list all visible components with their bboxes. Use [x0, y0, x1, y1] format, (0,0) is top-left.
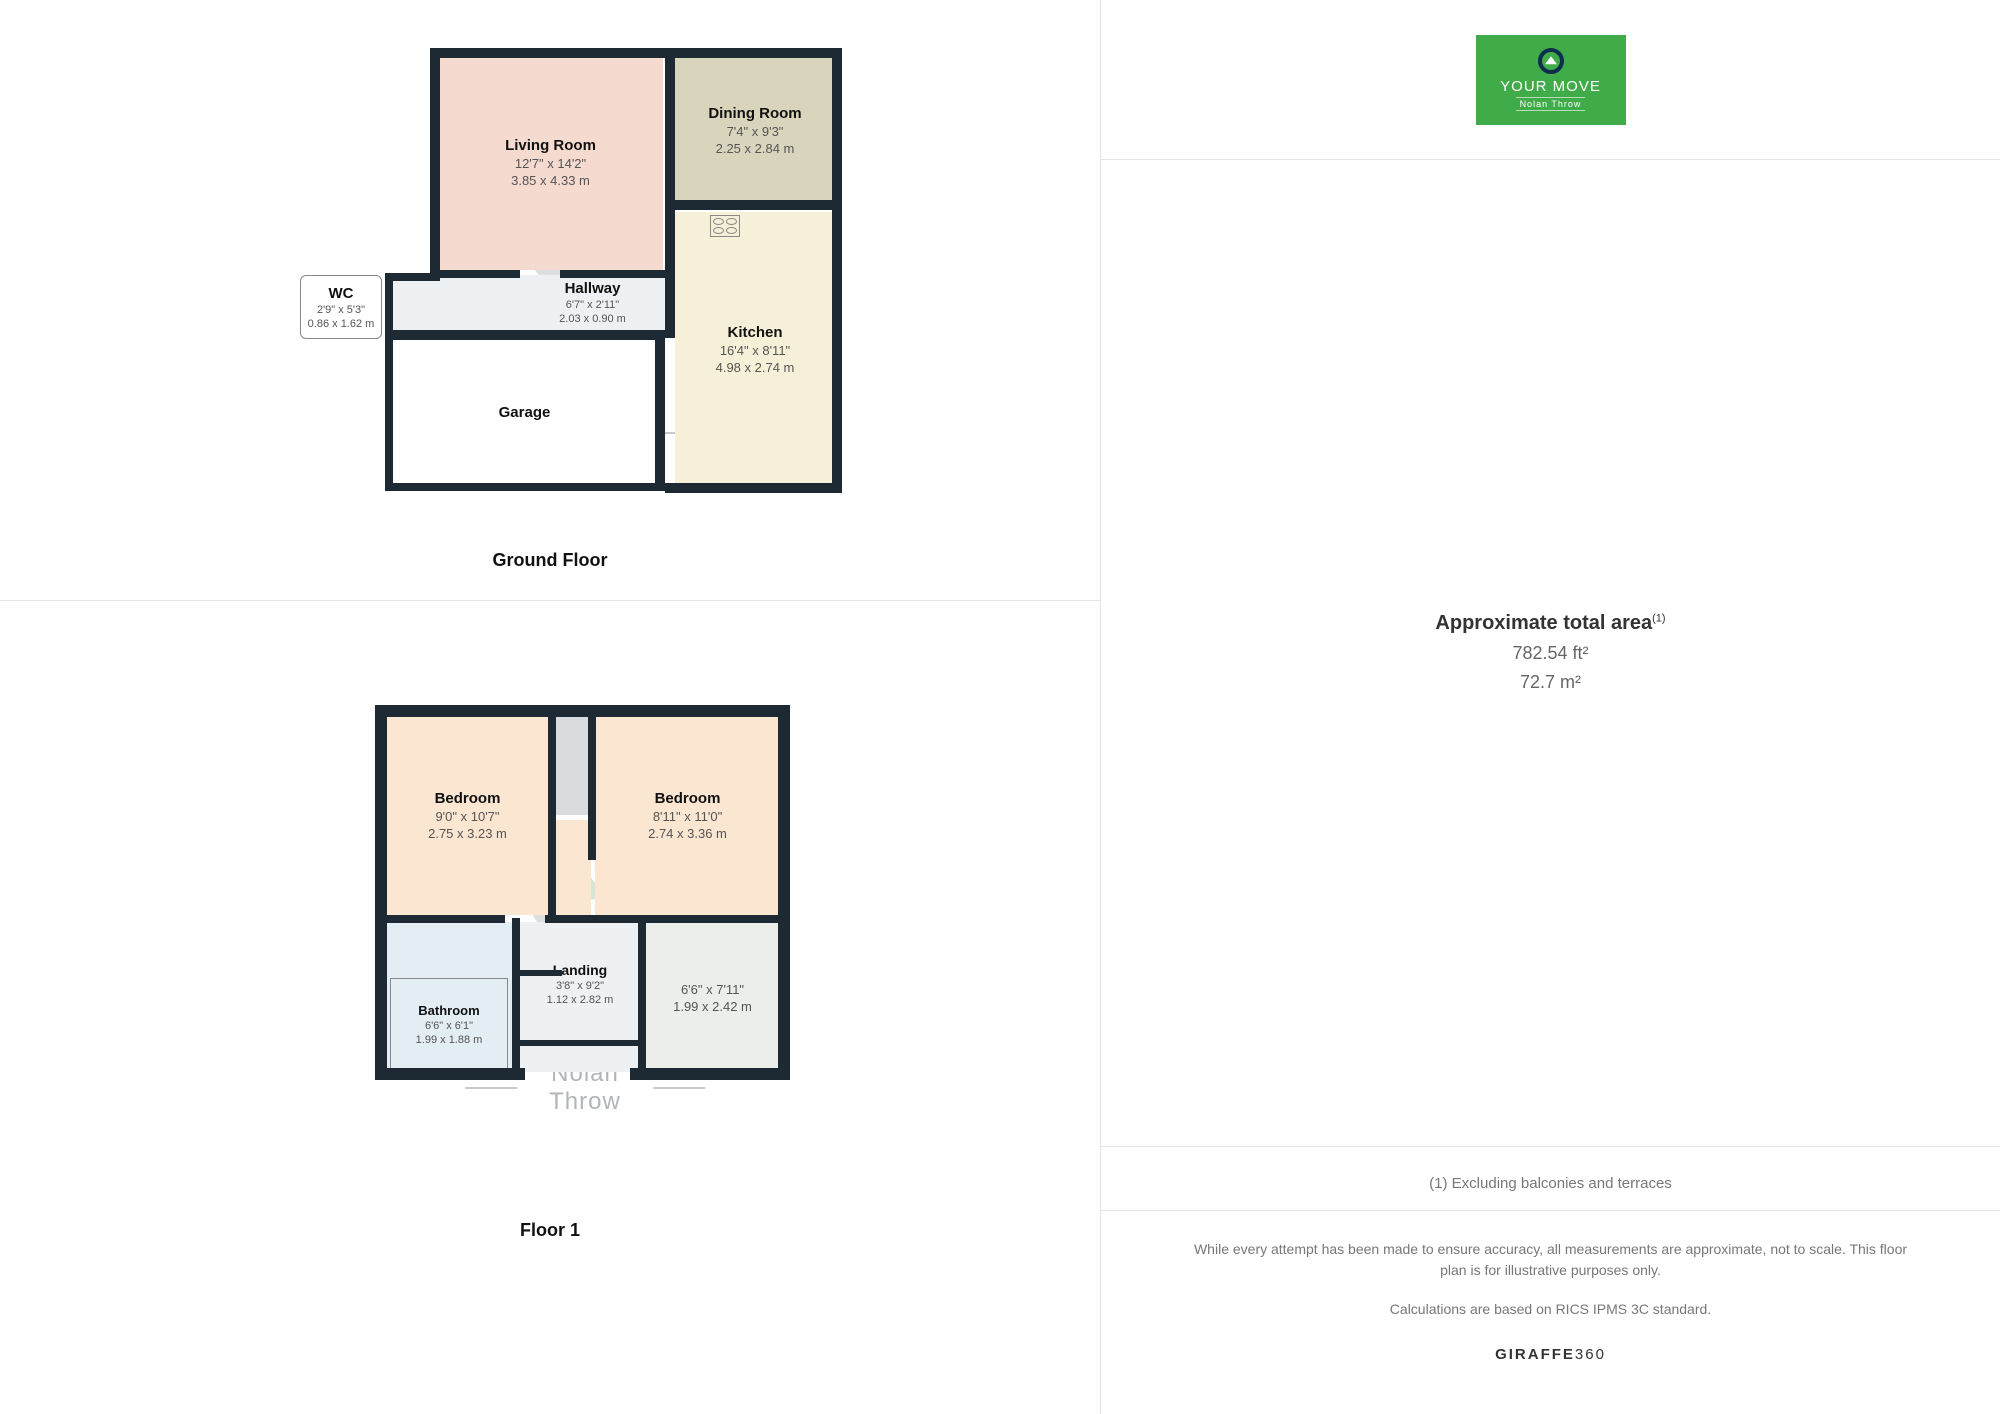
room-name: Bedroom [435, 790, 501, 807]
room-hallway: Hallway 6'7" x 2'11" 2.03 x 0.90 m [515, 275, 670, 330]
footer-brand-2: 360 [1575, 1346, 1606, 1363]
room-dim-m: 1.99 x 1.88 m [416, 1034, 483, 1046]
logo-text: YOUR MOVE [1500, 78, 1601, 95]
logo-icon [1538, 48, 1564, 74]
room-name: WC [329, 285, 354, 302]
ground-floor-plan: YOUR MOVE Nolan Throw Living Room 12'7" … [300, 40, 860, 520]
room-dining: Dining Room 7'4" x 9'3" 2.25 x 2.84 m [675, 55, 835, 205]
room-name: Bathroom [418, 1003, 479, 1018]
room-store: 6'6" x 7'11" 1.99 x 2.42 m [645, 922, 780, 1072]
disclaimer-2: Calculations are based on RICS IPMS 3C s… [1181, 1299, 1920, 1320]
room-wc-label: WC 2'9" x 5'3" 0.86 x 1.62 m [300, 275, 382, 339]
logo-block: YOUR MOVE Nolan Throw [1101, 0, 2000, 160]
room-name: Living Room [505, 137, 596, 154]
disclaimer-1: While every attempt has been made to ens… [1181, 1239, 1920, 1281]
room-dim-ft: 6'6" x 6'1" [425, 1020, 473, 1032]
closet [555, 715, 591, 815]
logo: YOUR MOVE Nolan Throw [1476, 35, 1626, 125]
footer-brand-1: GIRAFFE [1495, 1346, 1575, 1363]
room-dim-ft: 9'0" x 10'7" [435, 809, 499, 824]
room-living: Living Room 12'7" x 14'2" 3.85 x 4.33 m [438, 55, 663, 270]
room-dim-m: 2.74 x 3.36 m [648, 826, 727, 841]
area-block: Approximate total area(1) 782.54 ft² 72.… [1101, 160, 2000, 1147]
area-title-text: Approximate total area [1435, 612, 1652, 634]
logo-subtext: Nolan Throw [1516, 97, 1586, 111]
room-garage: Garage [392, 338, 657, 486]
note-block: (1) Excluding balconies and terraces [1101, 1147, 2000, 1211]
room-name: Bedroom [655, 790, 721, 807]
room-bed2: Bedroom 8'11" x 11'0" 2.74 x 3.36 m [595, 715, 780, 915]
note-text: (1) Excluding balconies and terraces [1429, 1175, 1672, 1192]
room-dim-ft: 6'6" x 7'11" [681, 982, 744, 997]
room-dim-ft: 2'9" x 5'3" [317, 304, 365, 316]
gap [555, 820, 591, 915]
area-sup: (1) [1652, 613, 1665, 625]
area-ft: 782.54 ft² [1512, 643, 1588, 664]
room-dim-m: 2.03 x 0.90 m [559, 313, 626, 325]
first-floor-plan: YOUR MOVE Nolan Throw Bedroom 9'0" x 10'… [370, 700, 800, 1160]
room-dim-m: 0.86 x 1.62 m [308, 318, 375, 330]
room-entry [438, 275, 515, 330]
first-floor-label: Floor 1 [520, 1220, 580, 1241]
room-dim-m: 1.12 x 2.82 m [547, 994, 614, 1006]
room-dim-ft: 16'4" x 8'11" [720, 343, 790, 358]
room-bed1: Bedroom 9'0" x 10'7" 2.75 x 3.23 m [385, 715, 550, 915]
disclaimer-block: While every attempt has been made to ens… [1101, 1211, 2000, 1414]
room-dim-ft: 7'4" x 9'3" [727, 124, 784, 139]
room-landing: Landing 3'8" x 9'2" 1.12 x 2.82 m [520, 922, 640, 1072]
room-dim-m: 2.75 x 3.23 m [428, 826, 507, 841]
room-name: Kitchen [727, 324, 782, 341]
room-dim-ft: 12'7" x 14'2" [515, 156, 586, 171]
hob-icon [710, 215, 740, 237]
room-name: Garage [499, 404, 551, 421]
sidebar: YOUR MOVE Nolan Throw Approximate total … [1100, 0, 2000, 1414]
room-dim-ft: 6'7" x 2'11" [566, 299, 619, 311]
floorplan-area: YOUR MOVE Nolan Throw Living Room 12'7" … [0, 0, 1100, 1414]
area-m: 72.7 m² [1520, 672, 1581, 693]
room-dim-ft: 8'11" x 11'0" [653, 809, 722, 824]
room-kitchen: Kitchen 16'4" x 8'11" 4.98 x 2.74 m [675, 212, 835, 487]
room-dim-m: 3.85 x 4.33 m [511, 173, 590, 188]
room-dim-m: 4.98 x 2.74 m [716, 360, 795, 375]
area-title: Approximate total area(1) [1435, 612, 1665, 635]
ground-floor-label: Ground Floor [493, 550, 608, 571]
room-name: Hallway [565, 280, 621, 297]
room-dim-m: 2.25 x 2.84 m [716, 141, 795, 156]
room-dim-ft: 3'8" x 9'2" [556, 980, 604, 992]
footer-brand: GIRAFFE360 [1181, 1344, 1920, 1387]
room-dim-m: 1.99 x 2.42 m [673, 999, 752, 1014]
room-name: Dining Room [708, 105, 801, 122]
room-bath: Bathroom 6'6" x 6'1" 1.99 x 1.88 m [390, 978, 508, 1070]
